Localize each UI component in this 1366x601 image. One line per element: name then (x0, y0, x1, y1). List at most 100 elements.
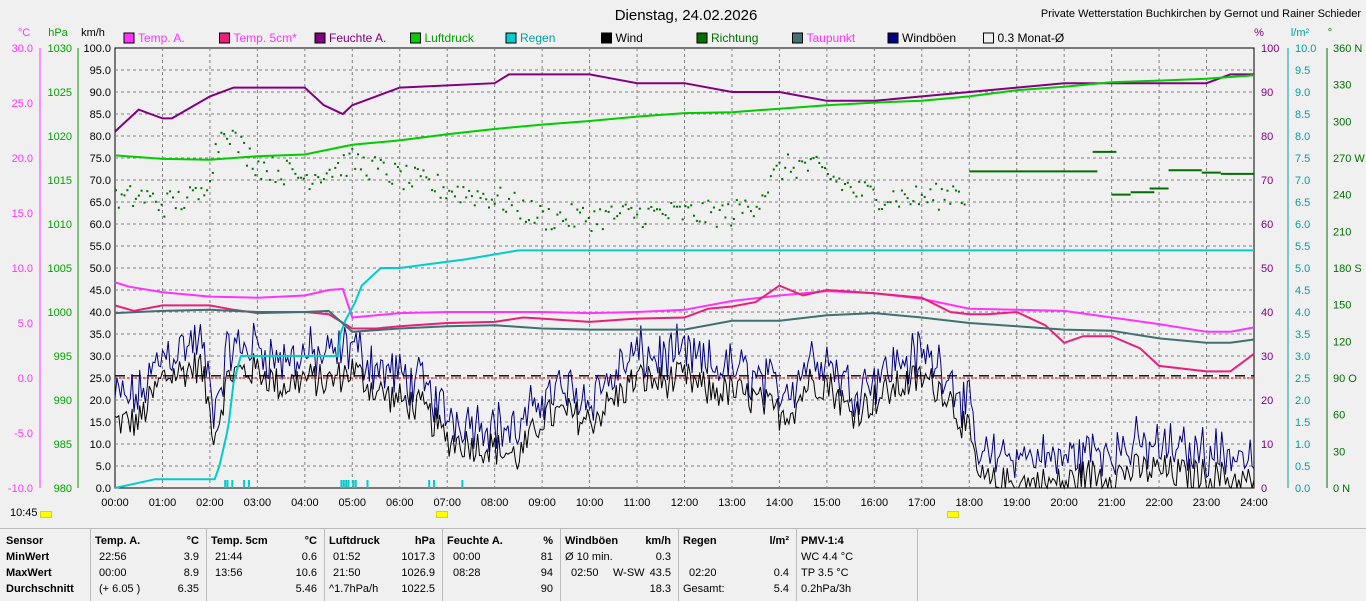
richtung-point (841, 189, 844, 191)
richtung-point (630, 206, 633, 209)
x-tick-label: 18:00 (955, 497, 983, 509)
richtung-point (399, 170, 402, 173)
richtung-point (470, 195, 473, 198)
temp-a-avg-value: 6.35 (177, 583, 199, 595)
richtung-point (231, 129, 234, 132)
richtung-point (297, 176, 300, 179)
richtung-point (596, 223, 599, 226)
richtung-point (713, 206, 715, 209)
richtung-point (955, 189, 957, 192)
richtung-point (533, 221, 536, 224)
richtung-point (183, 206, 186, 209)
richtung-point (132, 205, 135, 207)
richtung-point (305, 174, 308, 177)
richtung-point (684, 205, 687, 208)
direction-tick-label: 300 (1333, 116, 1351, 128)
richtung-point (254, 174, 257, 177)
richtung-point (826, 172, 829, 175)
richtung-point (257, 160, 260, 163)
richtung-point (638, 207, 641, 210)
regen-rate-bar (231, 480, 234, 488)
current-time-marker (40, 511, 52, 518)
luftdruck-min-value: 1017.3 (401, 551, 435, 563)
sunset-marker (947, 511, 959, 518)
richtung-point (932, 199, 935, 202)
richtung-point (593, 210, 596, 213)
direction-tick-label: 150 (1333, 300, 1351, 312)
richtung-point (681, 218, 684, 221)
richtung-point (180, 208, 183, 211)
richtung-point (226, 137, 229, 140)
richtung-point (653, 209, 656, 212)
avg-row-label: Durchschnitt (6, 583, 74, 595)
richtung-point (283, 183, 285, 186)
legend-label: Feuchte A. (329, 31, 386, 45)
rain-unit-label: l/m² (1291, 27, 1310, 39)
richtung-point (160, 203, 163, 206)
rain-tick-label: 5.5 (1295, 241, 1310, 253)
richtung-point (240, 135, 243, 138)
richtung-point (265, 170, 268, 173)
x-tick-label: 19:00 (1003, 497, 1031, 509)
rain-tick-label: 3.5 (1295, 329, 1310, 341)
richtung-point (940, 188, 943, 191)
richtung-point (476, 190, 479, 193)
richtung-point (624, 203, 627, 206)
windboeen-max-value: 43.5 (649, 567, 671, 579)
richtung-point (738, 203, 741, 206)
luftdruck-series-line (114, 74, 1255, 161)
richtung-point (710, 211, 713, 214)
richtung-point (348, 152, 351, 155)
statistics-table: Sensor MinWert MaxWert Durchschnitt Temp… (0, 528, 1366, 601)
richtung-point (211, 171, 214, 174)
richtung-point (251, 167, 254, 170)
temp-5cm-max-value: 10.6 (295, 567, 317, 579)
regen-rate-bar (345, 480, 348, 488)
x-tick-label: 24:00 (1240, 497, 1268, 509)
richtung-point (468, 189, 471, 192)
richtung-point (673, 205, 676, 208)
richtung-point (123, 194, 126, 197)
richtung-point (277, 169, 280, 172)
richtung-point (260, 177, 263, 180)
richtung-point (869, 185, 872, 188)
richtung-point (473, 204, 476, 207)
feuchte-series-line (114, 73, 1254, 133)
chart-title: Dienstag, 24.02.2026 (615, 7, 758, 24)
richtung-point (610, 205, 613, 208)
wind-tick-label: 50.0 (90, 263, 111, 275)
x-tick-label: 10:00 (576, 497, 604, 509)
legend-swatch (505, 32, 517, 44)
direction-tick-label: 120 (1333, 336, 1351, 348)
rain-tick-label: 0.0 (1295, 483, 1310, 495)
regen-total-value: 5.4 (773, 583, 789, 595)
temp-5cm-max-time: 13:56 (215, 567, 243, 579)
x-axis: 00:00 01:00 02:00 03:00 04:00 05:00 06:00 07:00… (101, 497, 1268, 509)
richtung-point (263, 161, 266, 164)
richtung-point (724, 216, 727, 219)
richtung-point (698, 220, 701, 223)
richtung-point (852, 191, 855, 194)
temp-a-avg-note: (+ 6.05 ) (99, 583, 141, 595)
humidity-tick-label: 30 (1261, 351, 1273, 363)
richtung-point (479, 197, 482, 199)
richtung-point (377, 167, 379, 170)
richtung-point (815, 155, 818, 158)
feuchte-avg-value: 90 (540, 583, 553, 595)
temp-5cm-min-time: 21:44 (215, 551, 243, 563)
humidity-tick-label: 60 (1261, 219, 1273, 231)
richtung-point (539, 205, 542, 207)
richtung-point (889, 201, 892, 204)
richtung-point (661, 212, 664, 215)
richtung-point (154, 200, 157, 203)
richtung-point (806, 169, 809, 172)
x-tick-label: 07:00 (433, 497, 461, 509)
richtung-point (926, 201, 929, 204)
richtung-point (328, 168, 331, 171)
direction-tick-label: 360 N (1333, 43, 1362, 55)
richtung-point (505, 210, 508, 213)
regen-series-line (114, 249, 1254, 489)
richtung-point (126, 189, 129, 192)
richtung-point (345, 174, 348, 177)
richtung-point (422, 169, 425, 172)
